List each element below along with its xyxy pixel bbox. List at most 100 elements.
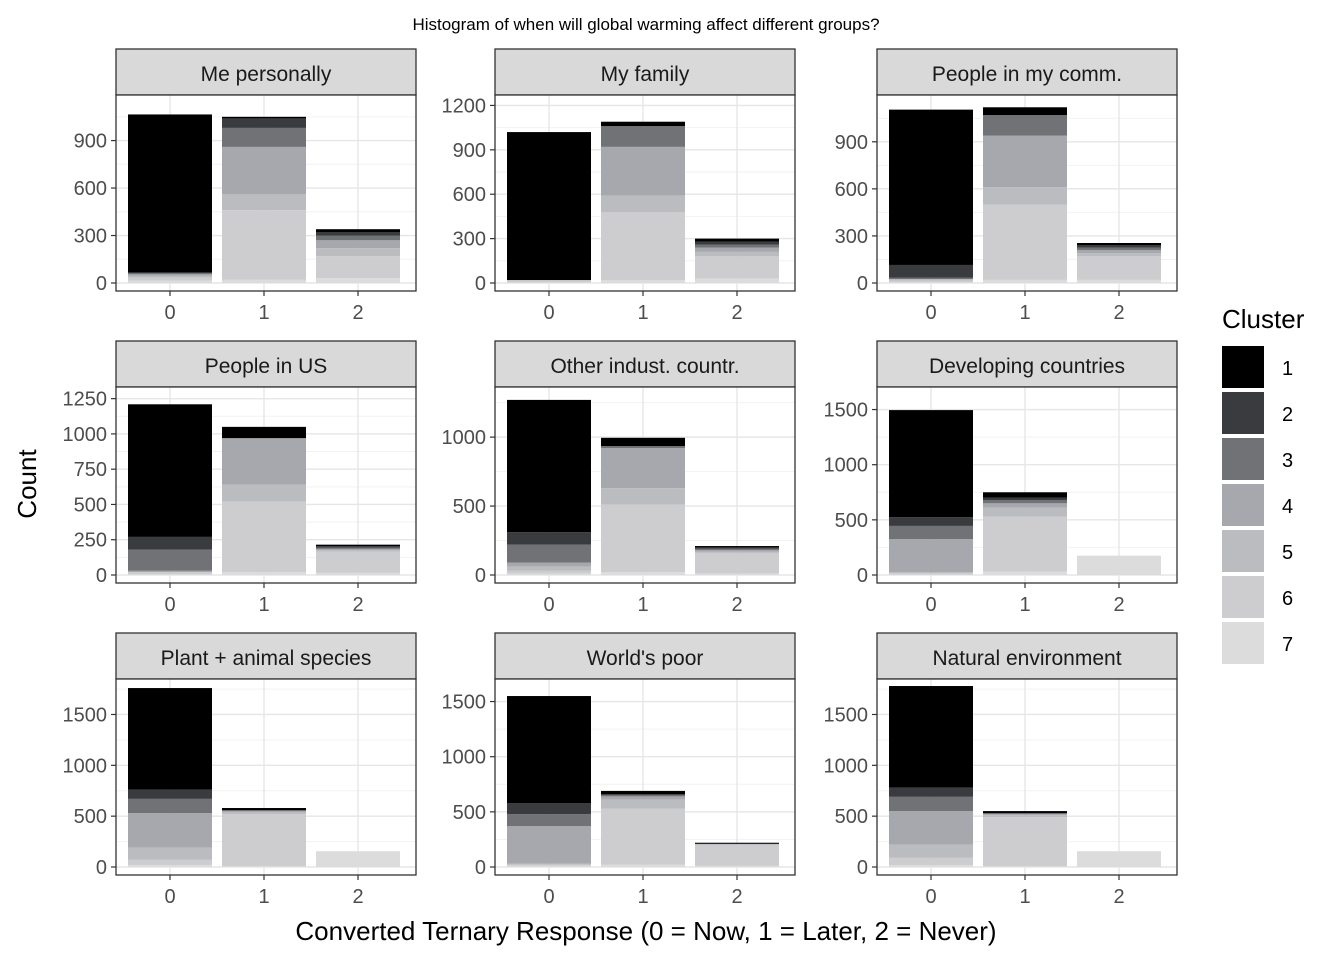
x-tick-label: 0: [164, 302, 175, 324]
y-tick-label: 0: [857, 565, 868, 587]
bar-segment-cluster-7-response-0: [507, 865, 591, 867]
bar-segment-cluster-3-response-1: [222, 127, 306, 147]
bar-segment-cluster-4-response-1: [222, 438, 306, 485]
bar-segment-cluster-1-response-1: [601, 437, 685, 447]
bar-segment-cluster-1-response-0: [507, 696, 591, 804]
legend-key-6: [1222, 576, 1264, 618]
y-tick-label: 0: [475, 273, 486, 295]
legend: Cluster 1 2 3 4 5 6 7: [1222, 304, 1305, 664]
bar-segment-cluster-6-response-1: [983, 817, 1067, 866]
x-tick-label: 0: [543, 594, 554, 616]
bar-segment-cluster-6-response-1: [222, 814, 306, 866]
bar-segment-cluster-6-response-0: [128, 572, 212, 575]
bar-segment-cluster-5-response-1: [983, 187, 1067, 205]
y-tick-label: 0: [857, 273, 868, 295]
panel-strip-label: World's poor: [587, 647, 704, 670]
bar-segment-cluster-4-response-1: [983, 503, 1067, 508]
panel-strip-label: Natural environment: [932, 647, 1121, 670]
bar-segment-cluster-7-response-2: [316, 278, 400, 283]
bar-segment-cluster-7-response-0: [128, 864, 212, 867]
x-tick-label: 1: [637, 886, 648, 908]
bar-segment-cluster-6-response-2: [695, 552, 779, 574]
bar-segment-cluster-5-response-0: [128, 275, 212, 278]
bar-segment-cluster-5-response-2: [316, 248, 400, 257]
bar-segment-cluster-6-response-1: [222, 501, 306, 573]
x-tick-label: 1: [1019, 886, 1030, 908]
bar-segment-cluster-3-response-0: [128, 549, 212, 571]
y-axis-title: Count: [12, 449, 42, 519]
bar-segment-cluster-5-response-0: [889, 279, 973, 281]
panel-me-personally: Me personally 0 300 600 900 0 1 2: [74, 48, 417, 324]
x-tick-label: 2: [731, 594, 742, 616]
panel-developing-countries: Developing countries 0 500 1000 1500 0 1 2: [824, 340, 1178, 616]
y-tick-label: 300: [835, 226, 868, 248]
bar-segment-cluster-3-response-2: [695, 548, 779, 551]
bar-segment-cluster-7-response-2: [695, 278, 779, 283]
bar-segment-cluster-7-response-2: [695, 865, 779, 867]
y-tick-label: 600: [453, 184, 486, 206]
panel-other-indust-countr: Other indust. countr. 0 500 1000 0 1 2: [442, 340, 796, 616]
y-tick-label: 250: [74, 530, 107, 552]
panel-world-s-poor: World's poor 0 500 1000 1500 0 1 2: [442, 632, 796, 908]
panel-strip: [876, 340, 1178, 388]
bar-segment-cluster-7-response-1: [222, 572, 306, 575]
bar-segment-cluster-5-response-2: [316, 550, 400, 552]
bar-segment-cluster-1-response-2: [695, 842, 779, 844]
bar-segment-cluster-3-response-1: [983, 499, 1067, 504]
y-tick-label: 1000: [824, 455, 869, 477]
bar-segment-cluster-3-response-0: [128, 272, 212, 275]
x-tick-label: 2: [1113, 886, 1124, 908]
bar-segment-cluster-7-response-1: [222, 865, 306, 867]
bar-segment-cluster-3-response-0: [507, 544, 591, 563]
x-tick-label: 2: [1113, 302, 1124, 324]
bar-segment-cluster-6-response-0: [507, 864, 591, 866]
bar-segment-cluster-7-response-2: [695, 573, 779, 575]
bar-segment-cluster-4-response-2: [316, 548, 400, 551]
y-tick-label: 300: [453, 229, 486, 251]
bar-segment-cluster-6-response-2: [1077, 256, 1161, 280]
bar-segment-cluster-1-response-0: [889, 686, 973, 788]
bar-segment-cluster-2-response-1: [222, 118, 306, 128]
x-tick-label: 1: [637, 302, 648, 324]
bar-segment-cluster-2-response-0: [128, 536, 212, 550]
bar-segment-cluster-2-response-1: [983, 497, 1067, 500]
y-tick-label: 0: [96, 273, 107, 295]
panel-strip-label: Me personally: [201, 63, 332, 86]
bar-segment-cluster-1-response-0: [889, 410, 973, 518]
bar-segment-cluster-3-response-1: [601, 795, 685, 797]
bar-segment-cluster-6-response-2: [316, 551, 400, 573]
bar-segment-cluster-3-response-2: [695, 244, 779, 248]
panel-strip-label: My family: [601, 63, 690, 86]
bar-segment-cluster-7-response-0: [128, 574, 212, 575]
panel-strip: [494, 340, 796, 388]
panel-strip: [876, 632, 1178, 680]
bar-segment-cluster-6-response-0: [889, 280, 973, 283]
panel-strip-label: Developing countries: [929, 355, 1125, 378]
y-tick-label: 500: [453, 802, 486, 824]
bar-segment-cluster-5-response-0: [128, 847, 212, 860]
bar-segment-cluster-7-response-0: [507, 282, 591, 283]
y-tick-label: 500: [835, 510, 868, 532]
y-tick-label: 0: [475, 857, 486, 879]
panel-strip: [494, 632, 796, 680]
x-tick-label: 0: [164, 886, 175, 908]
y-tick-label: 500: [74, 494, 107, 516]
panel-border: [494, 94, 796, 292]
panel-strip: [115, 632, 417, 680]
bar-segment-cluster-6-response-0: [128, 277, 212, 281]
bar-segment-cluster-4-response-1: [601, 796, 685, 800]
panel-strip: [115, 48, 417, 96]
bar-segment-cluster-7-response-2: [1077, 851, 1161, 867]
bar-segment-cluster-5-response-2: [695, 251, 779, 257]
bar-segment-cluster-7-response-1: [983, 865, 1067, 867]
bar-segment-cluster-4-response-2: [695, 247, 779, 252]
legend-label-3: 3: [1282, 450, 1293, 472]
bar-segment-cluster-1-response-2: [316, 229, 400, 233]
bar-segment-cluster-6-response-1: [601, 504, 685, 573]
x-tick-label: 1: [637, 594, 648, 616]
legend-label-5: 5: [1282, 542, 1293, 564]
bar-segment-cluster-4-response-0: [507, 826, 591, 864]
panel-strip: [115, 340, 417, 388]
bar-segment-cluster-7-response-1: [222, 279, 306, 283]
bar-segment-cluster-6-response-2: [316, 256, 400, 279]
